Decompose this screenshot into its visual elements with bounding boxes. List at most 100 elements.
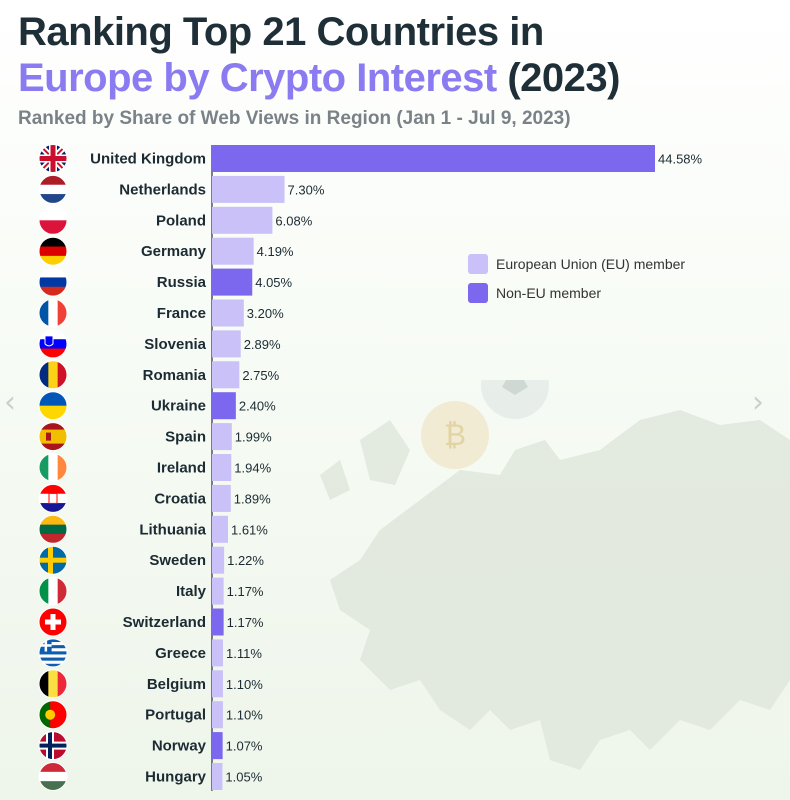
value-label-3: 4.19% [257, 244, 294, 259]
value-label-11: 1.89% [234, 491, 271, 506]
legend-item-non-eu: Non-EU member [468, 283, 601, 303]
carousel-prev-icon[interactable]: ‹ [4, 385, 16, 420]
value-label-18: 1.10% [226, 708, 263, 723]
lithuania-flag-icon [38, 514, 68, 544]
value-label-20: 1.05% [225, 770, 262, 785]
value-label-13: 1.22% [227, 553, 264, 568]
uk-flag-icon [38, 144, 68, 173]
ukraine-flag-icon [38, 391, 68, 421]
category-label-12: Lithuania [139, 521, 206, 538]
category-label-13: Sweden [149, 552, 206, 569]
category-label-10: Ireland [157, 460, 206, 477]
russia-flag-icon [38, 267, 68, 297]
value-label-19: 1.07% [226, 739, 263, 754]
ethereum-coin-icon [481, 380, 549, 419]
legend-label-non-eu: Non-EU member [496, 285, 602, 301]
poland-flag-icon [38, 205, 68, 235]
bar-3 [212, 237, 254, 265]
switzerland-flag-icon [38, 607, 68, 637]
value-label-17: 1.10% [226, 677, 263, 692]
bar-2 [212, 206, 273, 234]
category-label-11: Croatia [154, 490, 206, 507]
category-label-19: Norway [152, 738, 207, 755]
value-label-16: 1.11% [226, 646, 262, 661]
bar-7 [212, 361, 240, 389]
category-label-20: Hungary [145, 769, 207, 786]
legend-label-eu: European Union (EU) member [496, 256, 686, 272]
legend-swatch-non-eu [468, 283, 488, 303]
category-label-4: Russia [157, 274, 207, 291]
belgium-flag-icon [38, 669, 68, 699]
bar-0 [212, 145, 655, 172]
bar-13 [212, 546, 225, 574]
portugal-flag-icon [38, 700, 68, 730]
netherlands-flag-icon [38, 174, 68, 204]
bar-18 [212, 701, 223, 729]
category-label-16: Greece [155, 645, 206, 662]
svg-text:₿: ₿ [444, 418, 466, 453]
value-label-12: 1.61% [231, 522, 268, 537]
category-label-17: Belgium [147, 676, 206, 693]
bar-10 [212, 454, 232, 481]
category-label-1: Netherlands [119, 181, 206, 198]
legend-swatch-eu [468, 254, 488, 274]
category-label-14: Italy [176, 583, 207, 600]
bar-5 [212, 299, 244, 327]
value-label-14: 1.17% [227, 584, 264, 599]
chart-title-line2: Europe by Crypto Interest (2023) [18, 56, 620, 100]
category-label-6: Slovenia [144, 336, 206, 353]
europe-map-background: ₿ [320, 380, 790, 770]
chart-title-line1: Ranking Top 21 Countries in [18, 10, 544, 54]
bar-15 [212, 608, 224, 636]
greece-flag-icon [38, 638, 68, 668]
value-label-15: 1.17% [227, 615, 264, 630]
chart-title-year: (2023) [507, 56, 620, 100]
bar-14 [212, 577, 224, 605]
bar-6 [212, 330, 241, 358]
france-flag-icon [38, 298, 68, 328]
value-label-9: 1.99% [235, 430, 272, 445]
category-label-8: Ukraine [151, 398, 206, 415]
value-label-7: 2.75% [242, 368, 279, 383]
value-label-6: 2.89% [244, 337, 281, 352]
europe-map-shape [320, 410, 790, 770]
norway-flag-icon [38, 731, 68, 761]
sweden-flag-icon [38, 545, 68, 575]
bar-4 [212, 268, 253, 296]
bar-1 [212, 175, 285, 203]
chart-title-accent: Europe by Crypto Interest [18, 56, 497, 100]
bar-19 [212, 732, 223, 760]
category-label-18: Portugal [145, 707, 206, 724]
carousel-next-icon[interactable]: › [752, 385, 764, 420]
value-label-0: 44.58% [658, 152, 703, 167]
legend-item-eu: European Union (EU) member [468, 254, 685, 274]
bar-16 [212, 639, 224, 667]
value-label-5: 3.20% [247, 306, 284, 321]
bar-8 [212, 392, 236, 420]
hungary-flag-icon [38, 762, 68, 791]
value-label-4: 4.05% [255, 275, 292, 290]
category-label-0: United Kingdom [90, 151, 206, 168]
italy-flag-icon [38, 576, 68, 606]
value-label-8: 2.40% [239, 399, 276, 414]
bar-11 [212, 484, 231, 512]
chart-subtitle: Ranked by Share of Web Views in Region (… [18, 108, 571, 129]
spain-flag-icon [38, 422, 68, 452]
category-label-9: Spain [165, 429, 206, 446]
germany-flag-icon [38, 236, 68, 266]
category-label-15: Switzerland [123, 614, 206, 631]
category-label-3: Germany [141, 243, 207, 260]
value-label-2: 6.08% [275, 213, 312, 228]
category-label-5: France [157, 305, 206, 322]
category-label-7: Romania [143, 367, 207, 384]
category-label-2: Poland [156, 212, 206, 229]
slovenia-flag-icon [38, 329, 68, 359]
romania-flag-icon [38, 360, 68, 390]
croatia-flag-icon [38, 483, 68, 513]
value-label-10: 1.94% [234, 461, 271, 476]
ireland-flag-icon [38, 453, 68, 482]
bitcoin-coin-icon: ₿ [421, 401, 489, 469]
value-label-1: 7.30% [288, 182, 325, 197]
bar-9 [212, 423, 232, 451]
